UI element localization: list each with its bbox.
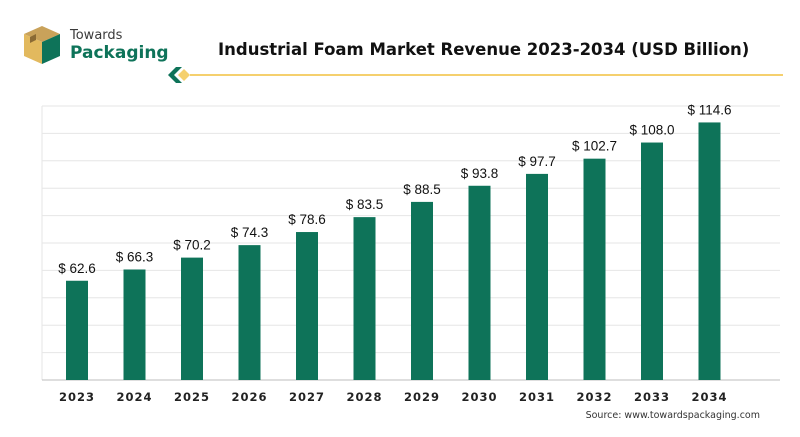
bar-2030 [468,185,491,380]
brand-name-line1: Towards [70,28,123,43]
value-label-2027: $ 78.6 [288,212,326,227]
x-tick-label-2033: 2033 [634,390,670,404]
x-tick-label-2032: 2032 [576,390,612,404]
bars [66,122,721,380]
value-label-2023: $ 62.6 [58,261,96,276]
diamond-accent-icon [178,69,190,81]
brand-logo: Towards Packaging [20,24,170,68]
brand-name-line2: Packaging [70,43,169,63]
title-divider [168,67,783,83]
value-label-2026: $ 74.3 [231,225,269,240]
x-tick-label-2028: 2028 [346,390,382,404]
x-tick-label-2024: 2024 [116,390,152,404]
x-tick-label-2023: 2023 [59,390,95,404]
source-note: Source: www.towardspackaging.com [585,410,760,421]
x-tick-label-2034: 2034 [691,390,727,404]
x-tick-label-2030: 2030 [461,390,497,404]
x-tick-label-2031: 2031 [519,390,555,404]
bar-chart: $ 62.6 $ 66.3 $ 70.2 $ 74.3 $ 78.6 $ 83.5 $ 88… [41,102,780,404]
value-label-2028: $ 83.5 [346,197,384,212]
x-tick-label-2025: 2025 [174,390,210,404]
value-label-2030: $ 93.8 [461,166,499,181]
bar-2034 [698,122,721,380]
x-tick-label-2029: 2029 [404,390,440,404]
x-tick-labels: 2023 2024 2025 2026 2027 2028 2029 2030 2031 2032… [59,390,727,404]
value-label-2031: $ 97.7 [518,154,556,169]
bar-2025 [181,257,203,380]
bar-2031 [526,173,548,380]
value-labels: $ 62.6 $ 66.3 $ 70.2 $ 74.3 $ 78.6 $ 83.5 $ 88… [58,102,731,275]
value-label-2033: $ 108.0 [629,123,674,138]
bar-2026 [238,245,261,380]
bar-2023 [66,280,88,380]
value-label-2029: $ 88.5 [403,182,441,197]
bar-2033 [641,142,663,380]
chart-title: Industrial Foam Market Revenue 2023-2034… [218,40,750,59]
bar-2024 [123,269,146,380]
bar-2032 [583,158,606,380]
x-tick-label-2026: 2026 [231,390,267,404]
chevron-green-icon [168,67,182,83]
value-label-2024: $ 66.3 [116,249,154,264]
box-logo-icon [24,26,60,64]
x-tick-label-2027: 2027 [289,390,325,404]
value-label-2025: $ 70.2 [173,238,211,253]
bar-2029 [411,201,433,380]
bar-2027 [296,232,318,380]
bar-2028 [353,217,376,380]
value-label-2034: $ 114.6 [687,102,731,117]
value-label-2032: $ 102.7 [572,139,617,154]
